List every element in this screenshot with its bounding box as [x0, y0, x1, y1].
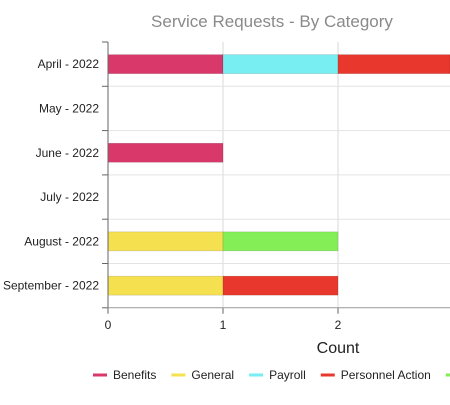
legend-label: Personnel Action [341, 368, 431, 382]
grid [107, 42, 450, 308]
axes: 0 1 2 April - 2022 May - 2022 June - 2022 July… [3, 41, 450, 332]
bar-segment [222, 54, 339, 74]
y-tick-label: August - 2022 [24, 234, 99, 248]
bar-segment [107, 142, 224, 163]
x-tick-label: 0 [105, 318, 112, 332]
legend-label: General [191, 368, 234, 382]
bar-segment [222, 275, 339, 296]
bars [107, 54, 450, 296]
bar-segment [337, 54, 450, 74]
bar-segment [107, 231, 224, 252]
y-tick-label: September - 2022 [3, 279, 99, 293]
y-tick-label: April - 2022 [38, 57, 100, 71]
legend-label: Benefits [113, 368, 156, 382]
y-tick-label: May - 2022 [39, 101, 99, 115]
bar-segment [222, 231, 339, 252]
bar-segment [107, 54, 224, 74]
chart-title: Service Requests - By Category [151, 12, 393, 31]
x-tick-label: 1 [220, 318, 227, 332]
legend-label: Payroll [269, 368, 306, 382]
x-tick-label: 2 [335, 318, 342, 332]
y-tick-label: July - 2022 [40, 190, 99, 204]
bar-segment [107, 275, 224, 296]
x-axis-title: Count [317, 340, 360, 357]
y-tick-label: June - 2022 [36, 146, 100, 160]
